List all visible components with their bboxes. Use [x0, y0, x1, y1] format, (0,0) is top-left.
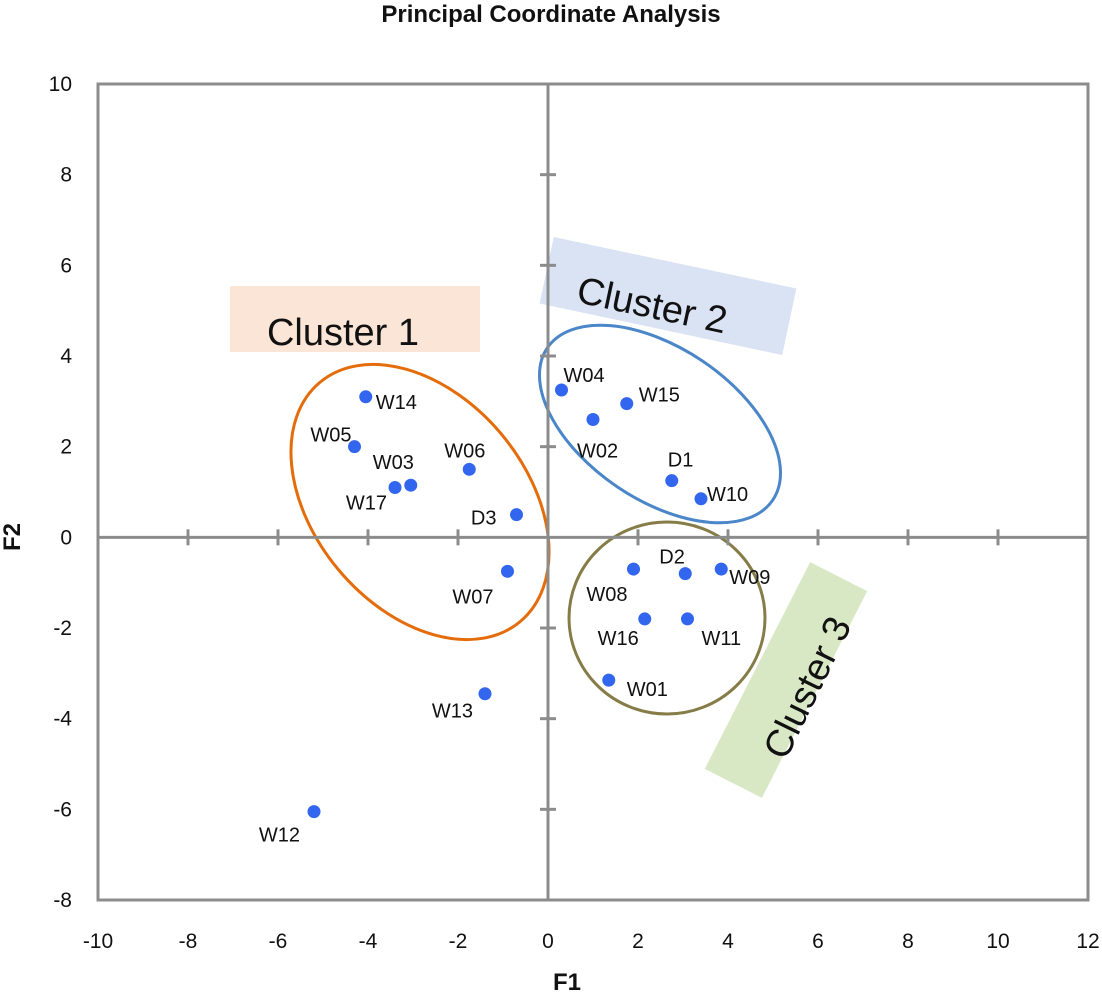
tick-labels: -10 -8 -6 -4 -2 0 2 4 6 8 10 12 -8 -6 -4 -2 0 2 4 6 8 10: [49, 73, 1100, 953]
point-label: W11: [702, 628, 742, 650]
y-tick-label: 8: [60, 164, 72, 187]
x-tick-label: -10: [83, 930, 113, 953]
point-label: W09: [729, 567, 770, 589]
x-tick-label: 0: [542, 930, 554, 953]
data-point: [714, 562, 728, 576]
y-tick-label: -6: [53, 798, 72, 821]
chart-title: Principal Coordinate Analysis: [381, 1, 720, 28]
cluster-ellipse: [289, 362, 551, 642]
data-point: [501, 564, 514, 578]
data-point: [678, 567, 692, 581]
data-point: [602, 673, 616, 687]
point-label: W02: [577, 440, 618, 462]
point-label: W17: [346, 492, 387, 514]
y-tick-label: 10: [49, 73, 72, 96]
y-axis-title: F2: [0, 523, 26, 551]
x-tick-label: -6: [269, 930, 288, 953]
y-tick-label: -8: [53, 889, 72, 912]
data-point: [510, 508, 523, 522]
x-tick-label: 8: [902, 930, 914, 953]
y-tick-label: 6: [60, 254, 72, 277]
point-label: W07: [452, 586, 493, 608]
x-tick-label: 12: [1076, 930, 1099, 953]
x-tick-label: 4: [722, 930, 734, 953]
x-tick-label: 2: [632, 930, 644, 953]
point-label: W10: [707, 484, 748, 506]
cluster-label-box: [539, 236, 797, 356]
data-point: [348, 440, 361, 454]
x-tick-label: -2: [449, 930, 468, 953]
plot-area: [96, 82, 1090, 902]
x-tick-label: -8: [179, 930, 198, 953]
x-axis-title: F1: [553, 969, 581, 993]
point-label: W16: [598, 628, 639, 650]
point-label: D1: [668, 450, 694, 472]
point-label: W08: [586, 584, 627, 606]
point-label: W14: [376, 392, 417, 414]
y-tick-label: 2: [60, 436, 72, 459]
x-tick-label: -4: [359, 930, 378, 953]
x-tick-label: 6: [812, 930, 824, 953]
point-label: W03: [373, 452, 414, 474]
cluster-label-box: [230, 286, 480, 352]
data-point: [388, 480, 402, 494]
point-label: D3: [471, 508, 497, 530]
data-point: [665, 474, 679, 488]
data-point: [681, 612, 694, 626]
point-label: W01: [627, 679, 668, 701]
point-labels: W14 W05 W03 W17 W06 D3 W07 W13 W12 W04 W15 W02 D1 W10…: [259, 365, 771, 847]
point-label: W13: [432, 701, 473, 723]
cluster-ellipse: [567, 520, 767, 716]
cluster-label-box: [704, 562, 868, 798]
y-tick-label: -4: [53, 708, 72, 731]
data-point: [478, 687, 492, 701]
data-point: [555, 383, 568, 397]
point-label: W04: [564, 365, 605, 387]
y-tick-label: -2: [53, 617, 72, 640]
point-label: W12: [259, 825, 300, 847]
point-label: W06: [444, 440, 485, 462]
cluster-label: Cluster 1: [267, 312, 419, 354]
data-point: [307, 805, 321, 819]
data-point: [359, 390, 373, 404]
y-tick-label: 0: [60, 526, 72, 549]
axes: [98, 84, 1088, 900]
data-point: [586, 412, 600, 426]
data-point: [627, 562, 640, 576]
x-tick-label: 10: [986, 930, 1009, 953]
plot-frame: [96, 82, 1090, 902]
data-points: [307, 383, 728, 819]
data-point: [404, 478, 418, 492]
data-point: [620, 397, 634, 411]
point-label: D2: [659, 547, 685, 569]
data-point: [638, 612, 652, 626]
y-tick-label: 4: [60, 345, 72, 368]
data-point: [462, 462, 476, 476]
point-label: W05: [310, 425, 351, 447]
data-point: [694, 492, 708, 506]
point-label: W15: [639, 385, 680, 407]
